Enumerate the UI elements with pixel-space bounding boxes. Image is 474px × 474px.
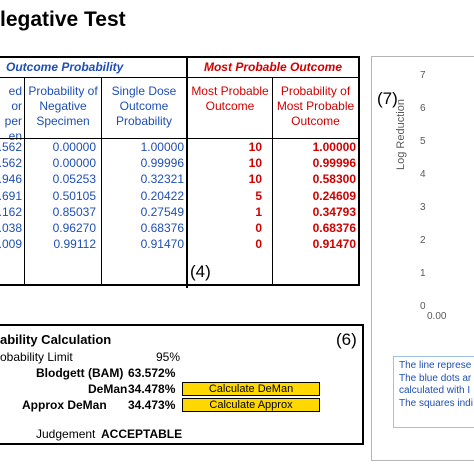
table-cell-c4: 0.99996: [312, 156, 356, 171]
deman-label: DeMan: [88, 382, 128, 396]
table-cell-c0: .162: [0, 204, 22, 219]
col1-header: Probability of Negative Specimen: [28, 84, 98, 128]
table-cell-c1: 0.00000: [52, 156, 96, 171]
col2-header: Single Dose Outcome Probability: [111, 84, 177, 128]
table-cell-c4: 0.58300: [312, 172, 356, 187]
table-cell-c4: 0.91470: [312, 237, 356, 252]
chart-legend-note: The line represe The blue dots ar calcul…: [393, 356, 474, 428]
y-tick-label: 6: [420, 103, 426, 114]
table-cell-c1: 0.85037: [52, 204, 96, 219]
table-cell-c0: .038: [0, 221, 22, 235]
table-cell-c3: 5: [255, 188, 262, 203]
table-cell-c0: .946: [0, 172, 22, 187]
judgement-value: ACCEPTABLE: [101, 427, 183, 441]
table-cell-c3: 0: [255, 221, 262, 235]
table-cell-c3: 1: [255, 204, 262, 219]
probability-limit-label: obability Limit: [0, 350, 73, 364]
bam-label: Blodgett (BAM): [36, 366, 124, 380]
table-cell-c2: 0.68376: [140, 221, 184, 235]
table-cell-c0: .562: [0, 140, 22, 154]
table-cell-c1: 0.00000: [52, 140, 96, 154]
table-cell-c3: 0: [255, 237, 262, 252]
table-cell-c2: 0.99996: [140, 156, 184, 171]
table-cell-c0: .562: [0, 156, 22, 171]
table-cell-c1: 0.99112: [53, 237, 97, 252]
log-reduction-chart: (7): [371, 56, 474, 461]
table-cell-c0: .691: [0, 188, 22, 203]
x-tick-label: 0.00: [427, 311, 447, 322]
table-cell-c4: 0.24609: [312, 188, 356, 203]
table-cell-c3: 10: [248, 156, 262, 171]
probability-calculation-panel: ability Calculation (6) obability Limit …: [0, 324, 364, 445]
outcome-probability-header: Outcome Probability: [0, 58, 186, 78]
approx-deman-value: 34.473%: [128, 398, 176, 412]
y-tick-label: 1: [420, 268, 426, 279]
y-tick-label: 0: [420, 301, 426, 312]
table-cell-c0: .009: [0, 237, 22, 252]
most-probable-outcome-header: Most Probable Outcome: [186, 58, 358, 78]
y-tick-label: 5: [420, 136, 426, 147]
col3-header: Most Probable Outcome: [191, 84, 269, 113]
panel-label-7: (7): [377, 89, 398, 108]
y-tick-label: 7: [420, 70, 426, 81]
y-axis-label: Log Reduction: [395, 99, 407, 170]
panel-label-4: (4): [190, 262, 211, 281]
table-cell-c2: 0.32321: [140, 172, 184, 187]
table-cell-c3: 10: [248, 172, 262, 187]
table-cell-c2: 0.27549: [140, 204, 184, 219]
table-cell-c1: 0.05253: [52, 172, 96, 187]
judgement-label: Judgement: [36, 427, 96, 441]
col4-header: Probability of Most Probable Outcome: [276, 84, 355, 128]
deman-value: 34.478%: [128, 382, 176, 396]
table-cell-c1: 0.96270: [52, 221, 96, 235]
table-cell-c4: 1.00000: [312, 140, 356, 154]
table-cell-c1: 0.50105: [52, 188, 96, 203]
calculate-approx-button[interactable]: Calculate Approx: [182, 398, 320, 412]
table-cell-c2: 0.91470: [140, 237, 184, 252]
y-tick-label: 3: [420, 202, 426, 213]
approx-deman-label: Approx DeMan: [22, 398, 107, 412]
y-tick-label: 2: [420, 235, 426, 246]
table-cell-c2: 1.00000: [140, 140, 184, 154]
page-title: legative Test: [0, 8, 126, 31]
calc-title: ability Calculation: [0, 332, 112, 347]
y-tick-label: 4: [420, 169, 426, 180]
table-cell-c4: 0.34793: [312, 204, 356, 219]
table-cell-c4: 0.68376: [312, 221, 356, 235]
calculate-deman-button[interactable]: Calculate DeMan: [182, 382, 320, 396]
panel-label-6: (6): [336, 330, 357, 349]
table-cell-c3: 10: [248, 140, 262, 154]
bam-value: 63.572%: [128, 366, 176, 380]
table-cell-c2: 0.20422: [140, 188, 184, 203]
col0-header: ed or per en: [4, 84, 22, 143]
outcome-table: Outcome Probability Most Probable Outcom…: [0, 56, 360, 288]
probability-limit-value: 95%: [156, 350, 181, 364]
